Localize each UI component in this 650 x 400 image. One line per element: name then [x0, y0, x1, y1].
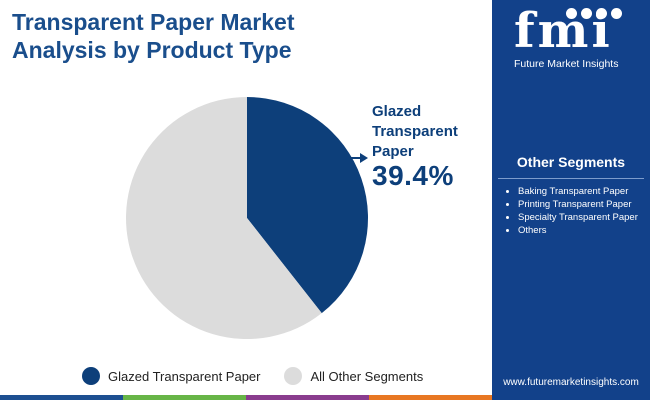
color-bar-segment-3 — [369, 395, 492, 400]
legend-label-glazed: Glazed Transparent Paper — [108, 368, 261, 384]
color-bar-segment-1 — [123, 395, 246, 400]
segments-list: Baking Transparent Paper Printing Transp… — [506, 185, 638, 237]
legend-item-glazed: Glazed Transparent Paper — [82, 367, 260, 385]
callout-label: Glazed Transparent Paper — [372, 102, 458, 162]
logo-text: fmi — [514, 3, 613, 59]
chart-title: Transparent Paper Market Analysis by Pro… — [12, 8, 482, 64]
legend-item-other: All Other Segments — [284, 367, 423, 385]
chart-title-line-1: Transparent Paper Market — [12, 9, 295, 35]
segments-divider — [498, 178, 644, 179]
brand-name: Future Market Insights — [514, 58, 619, 70]
segment-item: Specialty Transparent Paper — [506, 211, 638, 224]
logo-dot-icon — [581, 8, 592, 19]
legend-swatch-glazed — [82, 367, 100, 385]
segment-item: Printing Transparent Paper — [506, 198, 638, 211]
segments-title: Other Segments — [516, 154, 626, 170]
logo-icons — [566, 8, 626, 19]
chart-title-line-2: Analysis by Product Type — [12, 37, 292, 63]
callout-label-line-1: Glazed — [372, 103, 422, 120]
pie-chart — [125, 97, 368, 340]
color-bar-segment-2 — [246, 395, 369, 400]
segment-item: Baking Transparent Paper — [506, 185, 638, 198]
callout-label-line-3: Paper — [372, 143, 414, 160]
sidebar: fmi Future Market Insights Other Segment… — [492, 0, 650, 400]
color-bar-segment-0 — [0, 395, 123, 400]
pie-slices — [125, 97, 368, 340]
website-link[interactable]: www.futuremarketinsights.com — [503, 377, 639, 388]
callout-arrow — [346, 153, 368, 163]
legend: Glazed Transparent Paper All Other Segme… — [82, 364, 447, 388]
legend-swatch-other — [284, 367, 303, 385]
pie-slice-1 — [125, 97, 322, 340]
callout-label-line-2: Transparent — [372, 123, 458, 140]
logo-dot-icon — [611, 8, 622, 19]
callout-value: 39.4% — [372, 160, 454, 191]
logo-dot-icon — [596, 8, 607, 19]
logo-dot-icon — [566, 8, 577, 19]
segment-item: Others — [506, 224, 638, 237]
brand-logo: fmi Future Market Insights — [492, 0, 650, 76]
legend-label-other: All Other Segments — [310, 368, 424, 384]
pie-slice-0 — [247, 97, 368, 314]
bottom-color-bar — [0, 395, 492, 400]
